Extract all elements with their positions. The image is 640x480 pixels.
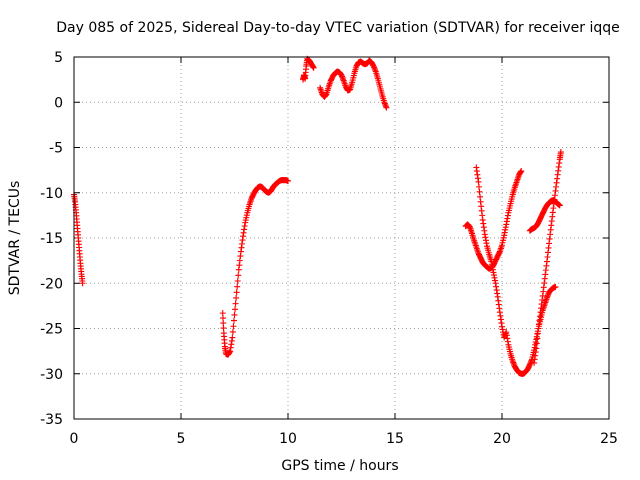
- data-point: [233, 294, 240, 301]
- data-point: [79, 280, 86, 287]
- x-tick-label: 5: [177, 431, 186, 447]
- x-tick-label: 20: [493, 431, 511, 447]
- series-arc3: [299, 55, 317, 83]
- y-tick-label: -5: [49, 141, 63, 157]
- x-axis-label: GPS time / hours: [281, 458, 398, 474]
- x-tick-label: 15: [386, 431, 404, 447]
- y-tick-label: -15: [40, 231, 63, 247]
- data-point: [229, 328, 236, 335]
- data-point: [234, 277, 241, 284]
- x-tick-label: 25: [600, 431, 618, 447]
- series-arc1: [71, 191, 86, 287]
- series-arc6: [473, 164, 559, 377]
- y-tick-label: -35: [40, 412, 63, 428]
- data-point: [552, 283, 559, 290]
- data-point: [556, 202, 563, 209]
- data-point: [235, 272, 242, 279]
- data-point: [232, 306, 239, 313]
- y-axis-label: SDTVAR / TECUs: [7, 181, 23, 296]
- series-arc2: [219, 177, 291, 358]
- x-tick-label: 10: [279, 431, 297, 447]
- data-point: [233, 289, 240, 296]
- x-tick-label: 0: [70, 431, 79, 447]
- data-point: [231, 311, 238, 318]
- series-arc7: [526, 196, 563, 234]
- y-tick-label: 0: [54, 95, 63, 111]
- y-tick-label: 5: [54, 50, 63, 66]
- data-point: [230, 323, 237, 330]
- data-point: [232, 300, 239, 307]
- plot-frame: [73, 56, 610, 420]
- data-point: [310, 64, 317, 71]
- tick-labels: 0 5 10 15 20 25 5 0 -5 -10 -15 -20 -25 -30 -35: [40, 50, 618, 447]
- data-point: [518, 168, 525, 175]
- y-tick-label: -25: [40, 322, 63, 338]
- data-point: [229, 334, 236, 341]
- y-tick-label: -20: [40, 276, 63, 292]
- data-point: [285, 177, 291, 184]
- data-point: [557, 149, 564, 156]
- data-point: [383, 104, 390, 111]
- y-tick-label: -30: [40, 367, 63, 383]
- series-arc8: [531, 149, 564, 366]
- data-point: [234, 283, 241, 290]
- series-arc4: [317, 57, 390, 111]
- chart-title: Day 085 of 2025, Sidereal Day-to-day VTE…: [56, 20, 620, 36]
- y-tick-label: -10: [40, 186, 63, 202]
- data-marks: [71, 55, 564, 377]
- data-point: [230, 317, 237, 324]
- series-arc5: [462, 168, 525, 272]
